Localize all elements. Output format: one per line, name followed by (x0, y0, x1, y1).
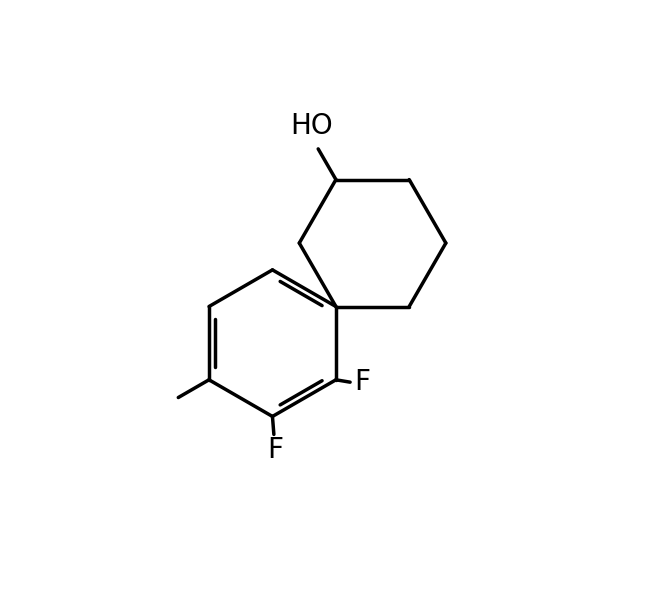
Text: HO: HO (290, 112, 332, 141)
Text: F: F (267, 437, 283, 464)
Text: F: F (354, 368, 370, 396)
